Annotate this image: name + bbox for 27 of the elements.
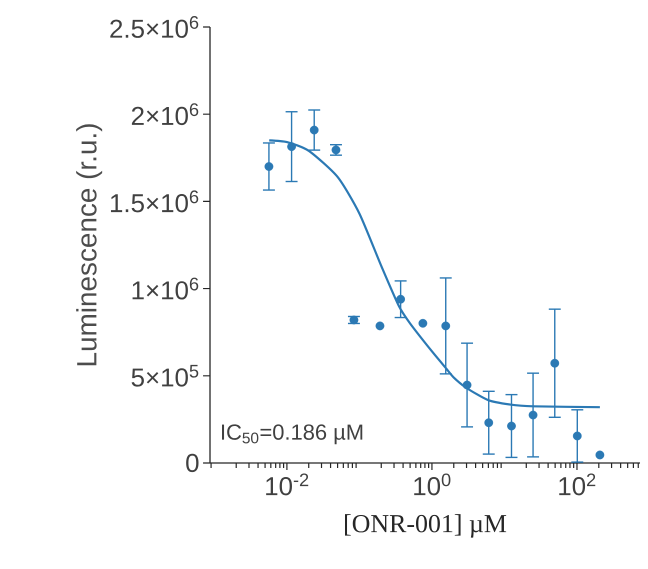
point [287,142,296,152]
y-tick-label: 1×10$^{6}$ [132,278,198,300]
annotation: IC$_{50}$=0.186 µM [222,424,362,444]
y-tick-label: 1.5×10$^{6}$ [110,190,198,212]
x-axis-title: [ONR-001] µM [345,514,506,538]
point [310,126,319,134]
point [264,162,274,171]
y-axis-title: Luminescence (r.u.) [76,124,102,366]
x-tick-label: 10$^{0}$ [414,473,450,496]
point [572,432,582,440]
point [332,146,340,154]
point [418,318,428,328]
y-tick-label: 0 [186,454,199,472]
x-tick-label: 10$^{2}$ [559,473,596,496]
y-tick-label: 2×10$^{6}$ [132,103,198,126]
point [396,294,406,304]
point [441,322,450,330]
point [596,450,604,460]
point [484,418,494,428]
point [528,410,538,420]
point [550,358,560,368]
x-tick-label: 10$^{-2}$ [266,473,308,496]
point [507,422,516,430]
point [462,380,472,390]
y-tick-label: 2.5×10$^{6}$ [110,16,198,38]
point [376,322,384,330]
y-tick-label: 5×10$^{5}$ [132,364,198,387]
